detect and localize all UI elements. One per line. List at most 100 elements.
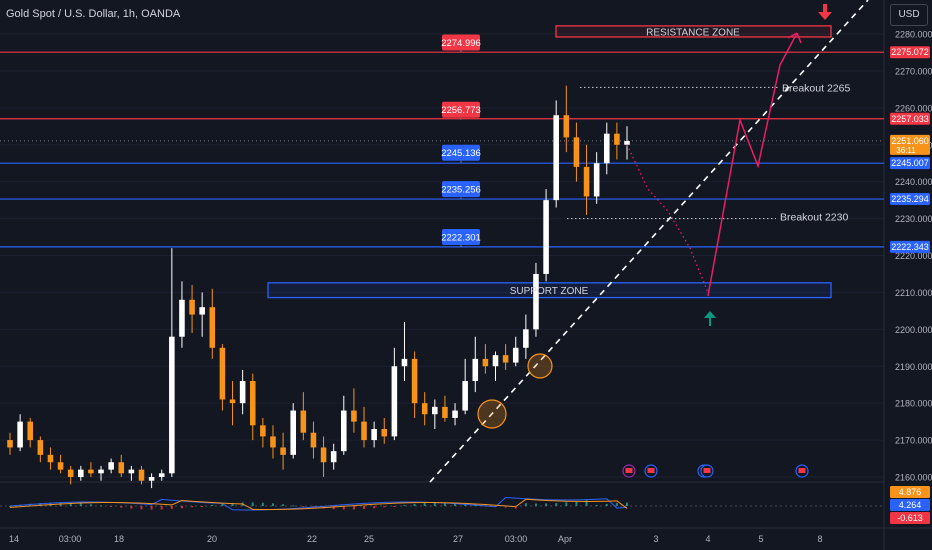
indicator-tag [890, 512, 930, 524]
candle-body [239, 381, 246, 404]
candle-body [421, 403, 428, 415]
candle-body [148, 477, 155, 481]
candle-body [391, 366, 398, 437]
price-tag [890, 46, 930, 59]
candle-body [17, 421, 23, 448]
x-tick-label: 22 [307, 534, 317, 544]
projection-arrowhead [787, 32, 802, 44]
x-tick-label: 8 [817, 534, 822, 544]
candle-body [351, 410, 357, 422]
histogram-bar [251, 502, 254, 506]
down-arrow-icon [818, 4, 832, 20]
price-tag-text: 2245.007 [891, 158, 929, 168]
histogram-bar [282, 504, 285, 506]
histogram-bar [342, 506, 345, 510]
candle-body [98, 469, 104, 474]
candle-body [341, 410, 347, 452]
level-callout-text: 2256.773 [441, 105, 481, 116]
candle-body [432, 406, 438, 415]
resistance-zone [555, 25, 832, 38]
candle-body [27, 421, 34, 441]
y-tick-label: 2280.000 [895, 30, 932, 40]
indicator-tag-text: 4.264 [899, 500, 922, 510]
candle-body [320, 447, 327, 463]
x-tick-label: 27 [453, 534, 463, 544]
indicator-tag [890, 486, 930, 498]
indicator-tag-text: 4.876 [899, 487, 922, 497]
candle-body [158, 473, 165, 477]
x-tick-label: 4 [705, 534, 710, 544]
candle-body [219, 347, 226, 400]
price-tag-text: 2235.294 [891, 194, 929, 204]
level-callout [442, 229, 480, 246]
histogram-bar [534, 503, 537, 506]
candle-body [593, 163, 600, 197]
candle-body [573, 137, 580, 167]
indicator-tag-text: -0.613 [897, 513, 923, 523]
histogram-bar [363, 506, 366, 510]
y-tick-label: 2240.000 [895, 177, 932, 187]
candle-body [442, 406, 448, 418]
histogram-bar [79, 503, 82, 506]
currency-button[interactable]: USD [890, 4, 928, 26]
histogram-bar [373, 506, 376, 509]
y-tick-label: 2200.000 [895, 325, 932, 335]
histogram-bar [150, 506, 153, 510]
candle-body [462, 381, 468, 411]
histogram-bar [39, 502, 42, 506]
zone-label: RESISTANCE ZONE [646, 27, 740, 38]
lightning-icon-fill [625, 468, 633, 473]
candle-body [209, 307, 216, 348]
level-callout-text: 2274.996 [441, 38, 481, 49]
histogram-bar [393, 506, 396, 507]
y-tick-label: 2210.000 [895, 288, 932, 298]
level-callout [442, 34, 480, 51]
x-tick-label: 18 [114, 534, 124, 544]
y-tick-label: 2230.000 [895, 214, 932, 224]
candle-body [229, 399, 236, 404]
x-tick-label: 3 [653, 534, 658, 544]
us-flag-icon-fill [798, 468, 806, 473]
candle-body [472, 358, 479, 382]
x-tick-label: 25 [364, 534, 374, 544]
histogram-bar [89, 504, 92, 506]
histogram-bar [170, 506, 173, 510]
histogram-bar [120, 506, 123, 508]
y-tick-label: 2170.000 [895, 436, 932, 446]
histogram-bar [231, 503, 234, 506]
price-tag [890, 193, 930, 206]
candle-body [310, 432, 317, 448]
level-callout-text: 2222.301 [441, 233, 481, 244]
highlight-circle [527, 353, 553, 379]
histogram-bar [413, 503, 416, 506]
candle-body [371, 429, 377, 441]
breakout-label: Breakout 2230 [780, 212, 848, 224]
price-tag-text: 2251.060 [891, 136, 929, 146]
y-tick-label: 2190.000 [895, 362, 932, 372]
histogram-bar [352, 506, 355, 510]
candle-body [452, 410, 458, 418]
y-tick-label: 2180.000 [895, 399, 932, 409]
histogram-bar [201, 506, 204, 507]
candle-body [118, 462, 125, 474]
candle-body [300, 410, 307, 433]
indicator-tag [890, 499, 930, 511]
candle-body [290, 410, 296, 455]
x-tick-label: Apr [558, 534, 572, 544]
candle-body [401, 358, 408, 367]
histogram-bar [302, 506, 305, 507]
histogram-bar [514, 506, 517, 509]
level-callout-text: 2235.256 [441, 185, 481, 196]
histogram-bar [332, 506, 335, 510]
histogram-bar [504, 506, 507, 508]
histogram-bar [615, 503, 618, 506]
candle-body [78, 469, 84, 477]
candle-body [280, 447, 286, 455]
price-tag-text: 2275.072 [891, 47, 929, 57]
price-tag [890, 240, 930, 253]
candle-body [512, 347, 519, 363]
x-tick-label: 5 [758, 534, 763, 544]
candle-body [67, 469, 74, 477]
candle-body [563, 115, 570, 138]
